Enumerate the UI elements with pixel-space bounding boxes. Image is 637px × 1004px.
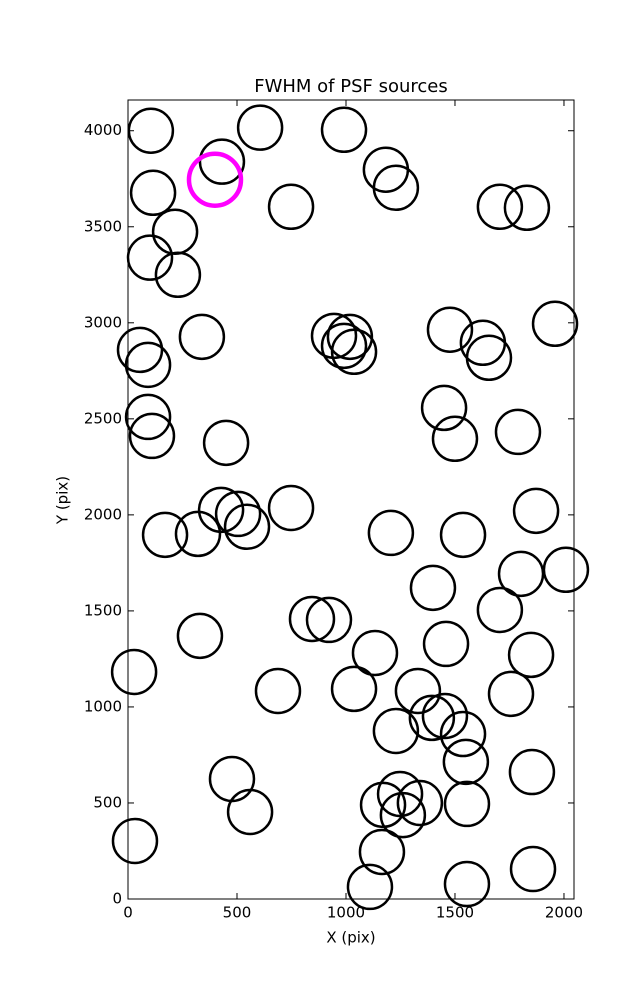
y-tick-label: 2500 [84,409,122,427]
marker [503,184,551,231]
marker [443,780,491,828]
marker [476,183,524,231]
marker [176,612,224,660]
marker [267,484,315,532]
marker [197,486,245,534]
marker [367,509,415,557]
marker [542,546,590,594]
marker [267,183,315,231]
marker [214,490,262,538]
marker [178,313,226,361]
marker [443,860,491,908]
y-axis-label: Y (pix) [54,476,72,525]
marker [236,104,284,151]
marker [394,667,442,715]
marker [129,169,177,217]
x-tick-label: 1000 [327,904,365,922]
marker [408,694,456,742]
y-tick-label: 4000 [84,121,122,139]
marker [426,306,474,353]
marker [372,164,420,212]
marker [431,415,479,463]
marker [376,770,424,818]
marker [512,487,560,535]
marker [320,106,368,154]
chart-title: FWHM of PSF sources [254,76,448,97]
marker [111,817,159,865]
marker [127,107,175,154]
x-tick-label: 500 [223,904,252,922]
marker [465,334,513,382]
marker [174,510,222,558]
y-tick-label: 500 [93,793,122,811]
marker [330,665,378,713]
y-tick-label: 1000 [84,697,122,715]
marker [254,667,302,715]
marker [442,738,490,786]
marker [305,596,353,644]
marker [320,322,368,370]
marker [476,586,524,634]
marker [208,755,256,803]
marker [351,629,399,677]
y-tick-label: 0 [112,890,122,908]
marker [362,146,410,193]
marker [288,595,336,643]
marker [379,791,427,839]
marker [346,863,394,911]
marker [439,710,487,758]
x-tick-label: 2000 [545,904,583,922]
marker [110,648,158,696]
marker [422,620,470,668]
marker [421,692,469,740]
marker [358,828,406,876]
y-tick-label: 3500 [84,217,122,235]
marker [420,384,468,432]
marker [494,408,542,456]
y-tick-label: 3000 [84,313,122,331]
marker [198,138,246,185]
marker [508,748,556,796]
marker [372,707,420,755]
marker [141,511,189,559]
marker [330,328,378,376]
marker [226,788,274,836]
marker [509,845,557,893]
x-tick-label: 0 [123,904,133,922]
marker [202,419,250,467]
y-tick-label: 1500 [84,601,122,619]
marker [154,251,202,299]
marker [128,412,176,460]
marker [124,393,172,441]
marker [124,341,172,389]
marker [507,631,555,679]
highlight-marker [186,151,244,208]
marker [409,564,457,612]
marker [151,208,199,256]
marker [396,779,444,827]
y-tick-label: 2000 [84,505,122,523]
marker [439,511,487,559]
x-axis-label: X (pix) [326,929,375,947]
marker [223,503,271,551]
marker [126,234,174,281]
marker [497,550,545,598]
marker [326,313,374,361]
x-tick-label: 1500 [436,904,474,922]
marker [531,300,579,348]
marker [116,326,164,374]
marker [487,670,535,718]
